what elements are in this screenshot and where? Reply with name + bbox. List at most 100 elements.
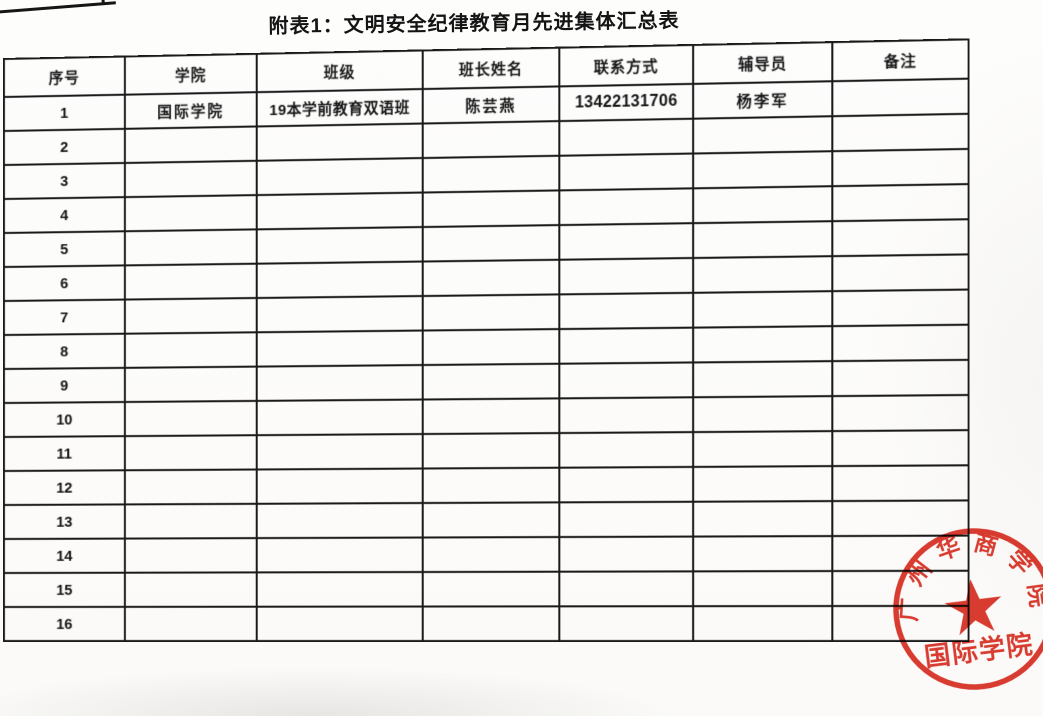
summary-table: 序号 学院 班级 班长姓名 联系方式 辅导员 备注 1 国际学院 19本学前教育双语班 陈芸燕 13… <box>3 38 970 642</box>
table-row: 13 <box>3 500 969 539</box>
cell-no: 9 <box>3 367 125 403</box>
cell-monitor <box>422 225 560 262</box>
cell-remark <box>832 78 969 117</box>
cell-remark <box>832 289 969 327</box>
cell-counselor <box>693 396 833 433</box>
cell-no: 7 <box>3 299 125 335</box>
cell-phone <box>559 257 694 295</box>
cell-no: 12 <box>3 470 125 505</box>
column-header-phone: 联系方式 <box>559 44 694 87</box>
cell-no: 13 <box>3 504 125 539</box>
cell-class <box>256 123 423 161</box>
column-header-college: 学院 <box>124 53 257 95</box>
cell-college <box>124 297 257 334</box>
cell-college <box>124 126 257 163</box>
cell-counselor <box>693 151 833 189</box>
cell-class <box>256 399 423 436</box>
cell-no: 11 <box>3 436 125 471</box>
cell-class <box>256 296 423 333</box>
cell-class <box>256 468 423 504</box>
column-header-remark: 备注 <box>832 39 969 82</box>
cell-monitor <box>422 433 560 469</box>
cell-monitor <box>422 363 560 400</box>
cell-remark <box>832 394 969 432</box>
cell-counselor <box>693 606 833 642</box>
cell-no: 3 <box>3 162 125 199</box>
cell-no: 6 <box>3 265 125 301</box>
cell-remark <box>832 254 969 292</box>
cell-class <box>256 192 423 230</box>
cell-monitor: 陈芸燕 <box>422 86 560 124</box>
cell-remark <box>832 430 969 467</box>
column-header-counselor: 辅导员 <box>693 42 833 84</box>
cell-no: 15 <box>3 572 125 607</box>
cell-remark <box>832 113 969 152</box>
cell-phone <box>559 397 694 434</box>
cell-monitor <box>422 571 560 607</box>
cell-phone <box>559 466 694 503</box>
cell-counselor <box>693 501 833 537</box>
cell-no: 4 <box>3 197 125 233</box>
cell-class <box>256 537 423 573</box>
cell-counselor: 杨李军 <box>693 81 833 119</box>
cell-class <box>256 158 423 196</box>
summary-table-wrap: 序号 学院 班级 班长姓名 联系方式 辅导员 备注 1 国际学院 19本学前教育双语班 陈芸燕 13… <box>3 38 970 642</box>
cell-college <box>124 469 257 505</box>
cell-class: 19本学前教育双语班 <box>256 89 423 127</box>
cell-phone <box>559 118 694 156</box>
cell-phone <box>559 327 694 364</box>
cell-phone <box>559 501 694 538</box>
cell-remark <box>832 219 969 257</box>
cell-college <box>124 229 257 266</box>
cell-counselor <box>693 291 833 328</box>
cell-remark <box>832 324 969 362</box>
cell-monitor <box>422 537 560 573</box>
star-icon <box>944 579 1002 636</box>
cell-phone <box>559 223 694 260</box>
cell-remark <box>832 465 969 502</box>
cell-counselor <box>693 361 833 398</box>
column-header-no: 序号 <box>3 56 125 97</box>
cell-monitor <box>422 502 560 538</box>
cell-counselor <box>693 221 833 258</box>
cell-class <box>256 227 423 264</box>
cell-no: 16 <box>3 606 125 642</box>
cell-counselor <box>693 571 833 607</box>
cell-class <box>256 572 423 607</box>
cell-no: 2 <box>3 128 125 165</box>
cell-no: 8 <box>3 333 125 369</box>
cell-remark <box>832 359 969 397</box>
cell-college <box>124 572 257 607</box>
table-row: 11 <box>3 430 969 471</box>
cell-college <box>124 160 257 198</box>
cell-monitor <box>422 121 560 159</box>
cell-monitor <box>422 190 560 228</box>
cell-no: 14 <box>3 538 125 573</box>
cell-class <box>256 365 423 401</box>
cell-phone <box>559 362 694 399</box>
cell-class <box>256 503 423 539</box>
artifact-horizontal-line <box>0 1 116 14</box>
cell-monitor <box>422 398 560 435</box>
official-seal-stamp: 广州华商学院 国际学院 <box>884 519 1043 690</box>
cell-college <box>124 263 257 300</box>
cell-college <box>124 400 257 437</box>
stamp-center-text: 国际学院 <box>923 629 1036 672</box>
cell-no: 10 <box>3 401 125 437</box>
cell-counselor <box>693 326 833 363</box>
cell-monitor <box>422 606 560 642</box>
cell-college <box>124 332 257 368</box>
cell-monitor <box>422 329 560 366</box>
page-title: 附表1：文明安全纪律教育月先进集体汇总表 <box>268 10 680 38</box>
page-edge-artifact <box>0 0 132 21</box>
cell-counselor <box>693 116 833 154</box>
cell-remark <box>832 148 969 187</box>
cell-phone: 13422131706 <box>559 83 694 122</box>
cell-counselor <box>693 186 833 224</box>
cell-phone <box>559 536 694 572</box>
cell-counselor <box>693 536 833 572</box>
cell-counselor <box>693 431 833 467</box>
cell-phone <box>559 571 694 607</box>
cell-college: 国际学院 <box>124 92 257 129</box>
